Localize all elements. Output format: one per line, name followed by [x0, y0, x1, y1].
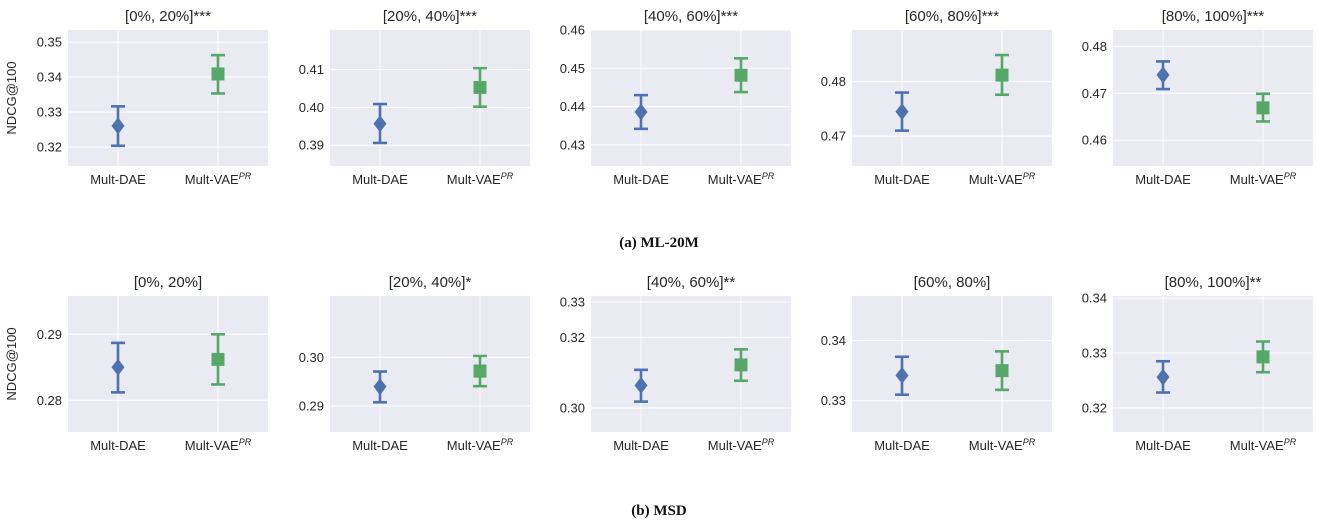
chart-10-ytick-label: 0.33: [1082, 346, 1107, 361]
chart-6-ytick-label: 0.28: [37, 393, 62, 408]
chart-7-xtick-label: Mult-VAEPR: [447, 437, 514, 453]
chart-5-point-mult_dae: [1156, 66, 1170, 84]
chart-3-point-mult_dae: [634, 103, 648, 121]
chart-5-xtick-label: Mult-DAE: [1135, 172, 1191, 187]
chart-1-xtick-label: Mult-DAE: [90, 172, 146, 187]
chart-3-point-mult_vae: [734, 68, 748, 82]
chart-1-point-mult_dae: [111, 117, 125, 135]
chart-8-ytick-label: 0.32: [560, 330, 585, 345]
chart-9-xtick-label: Mult-VAEPR: [969, 437, 1036, 453]
chart-5-point-mult_vae: [1256, 101, 1270, 115]
chart-9-ytick-label: 0.34: [821, 333, 846, 348]
chart-1-xtick-label: Mult-VAEPR: [185, 171, 252, 187]
chart-3-ytick-label: 0.44: [560, 99, 585, 114]
chart-2-point-mult_dae: [373, 115, 387, 133]
chart-10-ytick-label: 0.32: [1082, 400, 1107, 415]
caption-msd: (b) MSD: [631, 503, 687, 519]
chart-6-ytick-label: 0.29: [37, 327, 62, 342]
chart-5-ytick-label: 0.47: [1082, 86, 1107, 101]
chart-8-xtick-label: Mult-DAE: [613, 438, 669, 453]
chart-6-xtick-label: Mult-VAEPR: [185, 437, 252, 453]
chart-3-ytick-label: 0.45: [560, 61, 585, 76]
chart-4-point-mult_dae: [895, 103, 909, 121]
chart-4-xtick-label: Mult-DAE: [874, 172, 930, 187]
chart-7-ytick-label: 0.30: [299, 350, 324, 365]
chart-6-title: [0%, 20%]: [134, 274, 202, 291]
chart-2-ytick-label: 0.39: [299, 138, 324, 153]
chart-1-plot-area: [68, 30, 268, 166]
chart-4-plot-area: [852, 30, 1052, 166]
chart-8-title: [40%, 60%]**: [647, 274, 736, 291]
chart-1-ytick-label: 0.33: [37, 104, 62, 119]
chart-1-title: [0%, 20%]***: [125, 8, 211, 25]
chart-2-point-mult_vae: [473, 80, 487, 94]
chart-3-plot-area: [591, 30, 791, 166]
chart-8-point-mult_vae: [734, 358, 748, 372]
chart-1-ytick-label: 0.35: [37, 35, 62, 50]
chart-5-plot-area: [1113, 30, 1313, 166]
chart-4-xtick-label: Mult-VAEPR: [969, 171, 1036, 187]
chart-2-plot-area: [330, 30, 530, 166]
chart-6-point-mult_vae: [211, 352, 225, 366]
chart-8-ytick-label: 0.30: [560, 400, 585, 415]
chart-9-ytick-label: 0.33: [821, 393, 846, 408]
chart-2-xtick-label: Mult-VAEPR: [447, 171, 514, 187]
chart-10-xtick-label: Mult-DAE: [1135, 438, 1191, 453]
chart-6-plot-area: [68, 296, 268, 432]
chart-10-xtick-label: Mult-VAEPR: [1230, 437, 1297, 453]
chart-8-xtick-label: Mult-VAEPR: [708, 437, 775, 453]
chart-1-ytick-label: 0.32: [37, 139, 62, 154]
chart-7-title: [20%, 40%]*: [389, 274, 472, 291]
chart-1-point-mult_vae: [211, 67, 225, 81]
chart-8-point-mult_dae: [634, 376, 648, 394]
chart-4-ytick-label: 0.47: [821, 129, 846, 144]
chart-7-plot-area: [330, 296, 530, 432]
chart-7-xtick-label: Mult-DAE: [352, 438, 408, 453]
chart-5-ytick-label: 0.46: [1082, 133, 1107, 148]
chart-10-plot-area: [1113, 296, 1313, 432]
chart-9-xtick-label: Mult-DAE: [874, 438, 930, 453]
chart-3-title: [40%, 60%]***: [644, 8, 738, 25]
chart-9-point-mult_vae: [995, 364, 1009, 378]
chart-8-ytick-label: 0.33: [560, 295, 585, 310]
chart-4-point-mult_vae: [995, 68, 1009, 82]
chart-2-xtick-label: Mult-DAE: [352, 172, 408, 187]
chart-10-point-mult_dae: [1156, 368, 1170, 386]
chart-5-xtick-label: Mult-VAEPR: [1230, 171, 1297, 187]
chart-6-point-mult_dae: [111, 358, 125, 376]
chart-5-title: [80%, 100%]***: [1162, 8, 1265, 25]
chart-10-title: [80%, 100%]**: [1165, 274, 1262, 291]
chart-2-title: [20%, 40%]***: [383, 8, 477, 25]
chart-6-xtick-label: Mult-DAE: [90, 438, 146, 453]
chart-3-xtick-label: Mult-DAE: [613, 172, 669, 187]
caption-ml20m: (a) ML-20M: [619, 235, 699, 251]
chart-9-point-mult_dae: [895, 366, 909, 384]
chart-3-ytick-label: 0.46: [560, 23, 585, 38]
chart-7-point-mult_dae: [373, 378, 387, 396]
chart-5-ytick-label: 0.48: [1082, 39, 1107, 54]
chart-9-plot-area: [852, 296, 1052, 432]
chart-10-point-mult_vae: [1256, 350, 1270, 364]
chart-2-ytick-label: 0.41: [299, 62, 324, 77]
chart-2-ytick-label: 0.40: [299, 100, 324, 115]
chart-7-ytick-label: 0.29: [299, 399, 324, 414]
chart-4-title: [60%, 80%]***: [905, 8, 999, 25]
chart-8-plot-area: [591, 296, 791, 432]
chart-4-ytick-label: 0.48: [821, 74, 846, 89]
chart-3-ytick-label: 0.43: [560, 137, 585, 152]
chart-6-ylabel: NDCG@100: [4, 327, 19, 400]
chart-3-xtick-label: Mult-VAEPR: [708, 171, 775, 187]
chart-1-ytick-label: 0.34: [37, 70, 62, 85]
chart-10-ytick-label: 0.34: [1082, 291, 1107, 306]
chart-9-title: [60%, 80%]: [914, 274, 991, 291]
chart-1-ylabel: NDCG@100: [4, 61, 19, 134]
chart-7-point-mult_vae: [473, 364, 487, 378]
